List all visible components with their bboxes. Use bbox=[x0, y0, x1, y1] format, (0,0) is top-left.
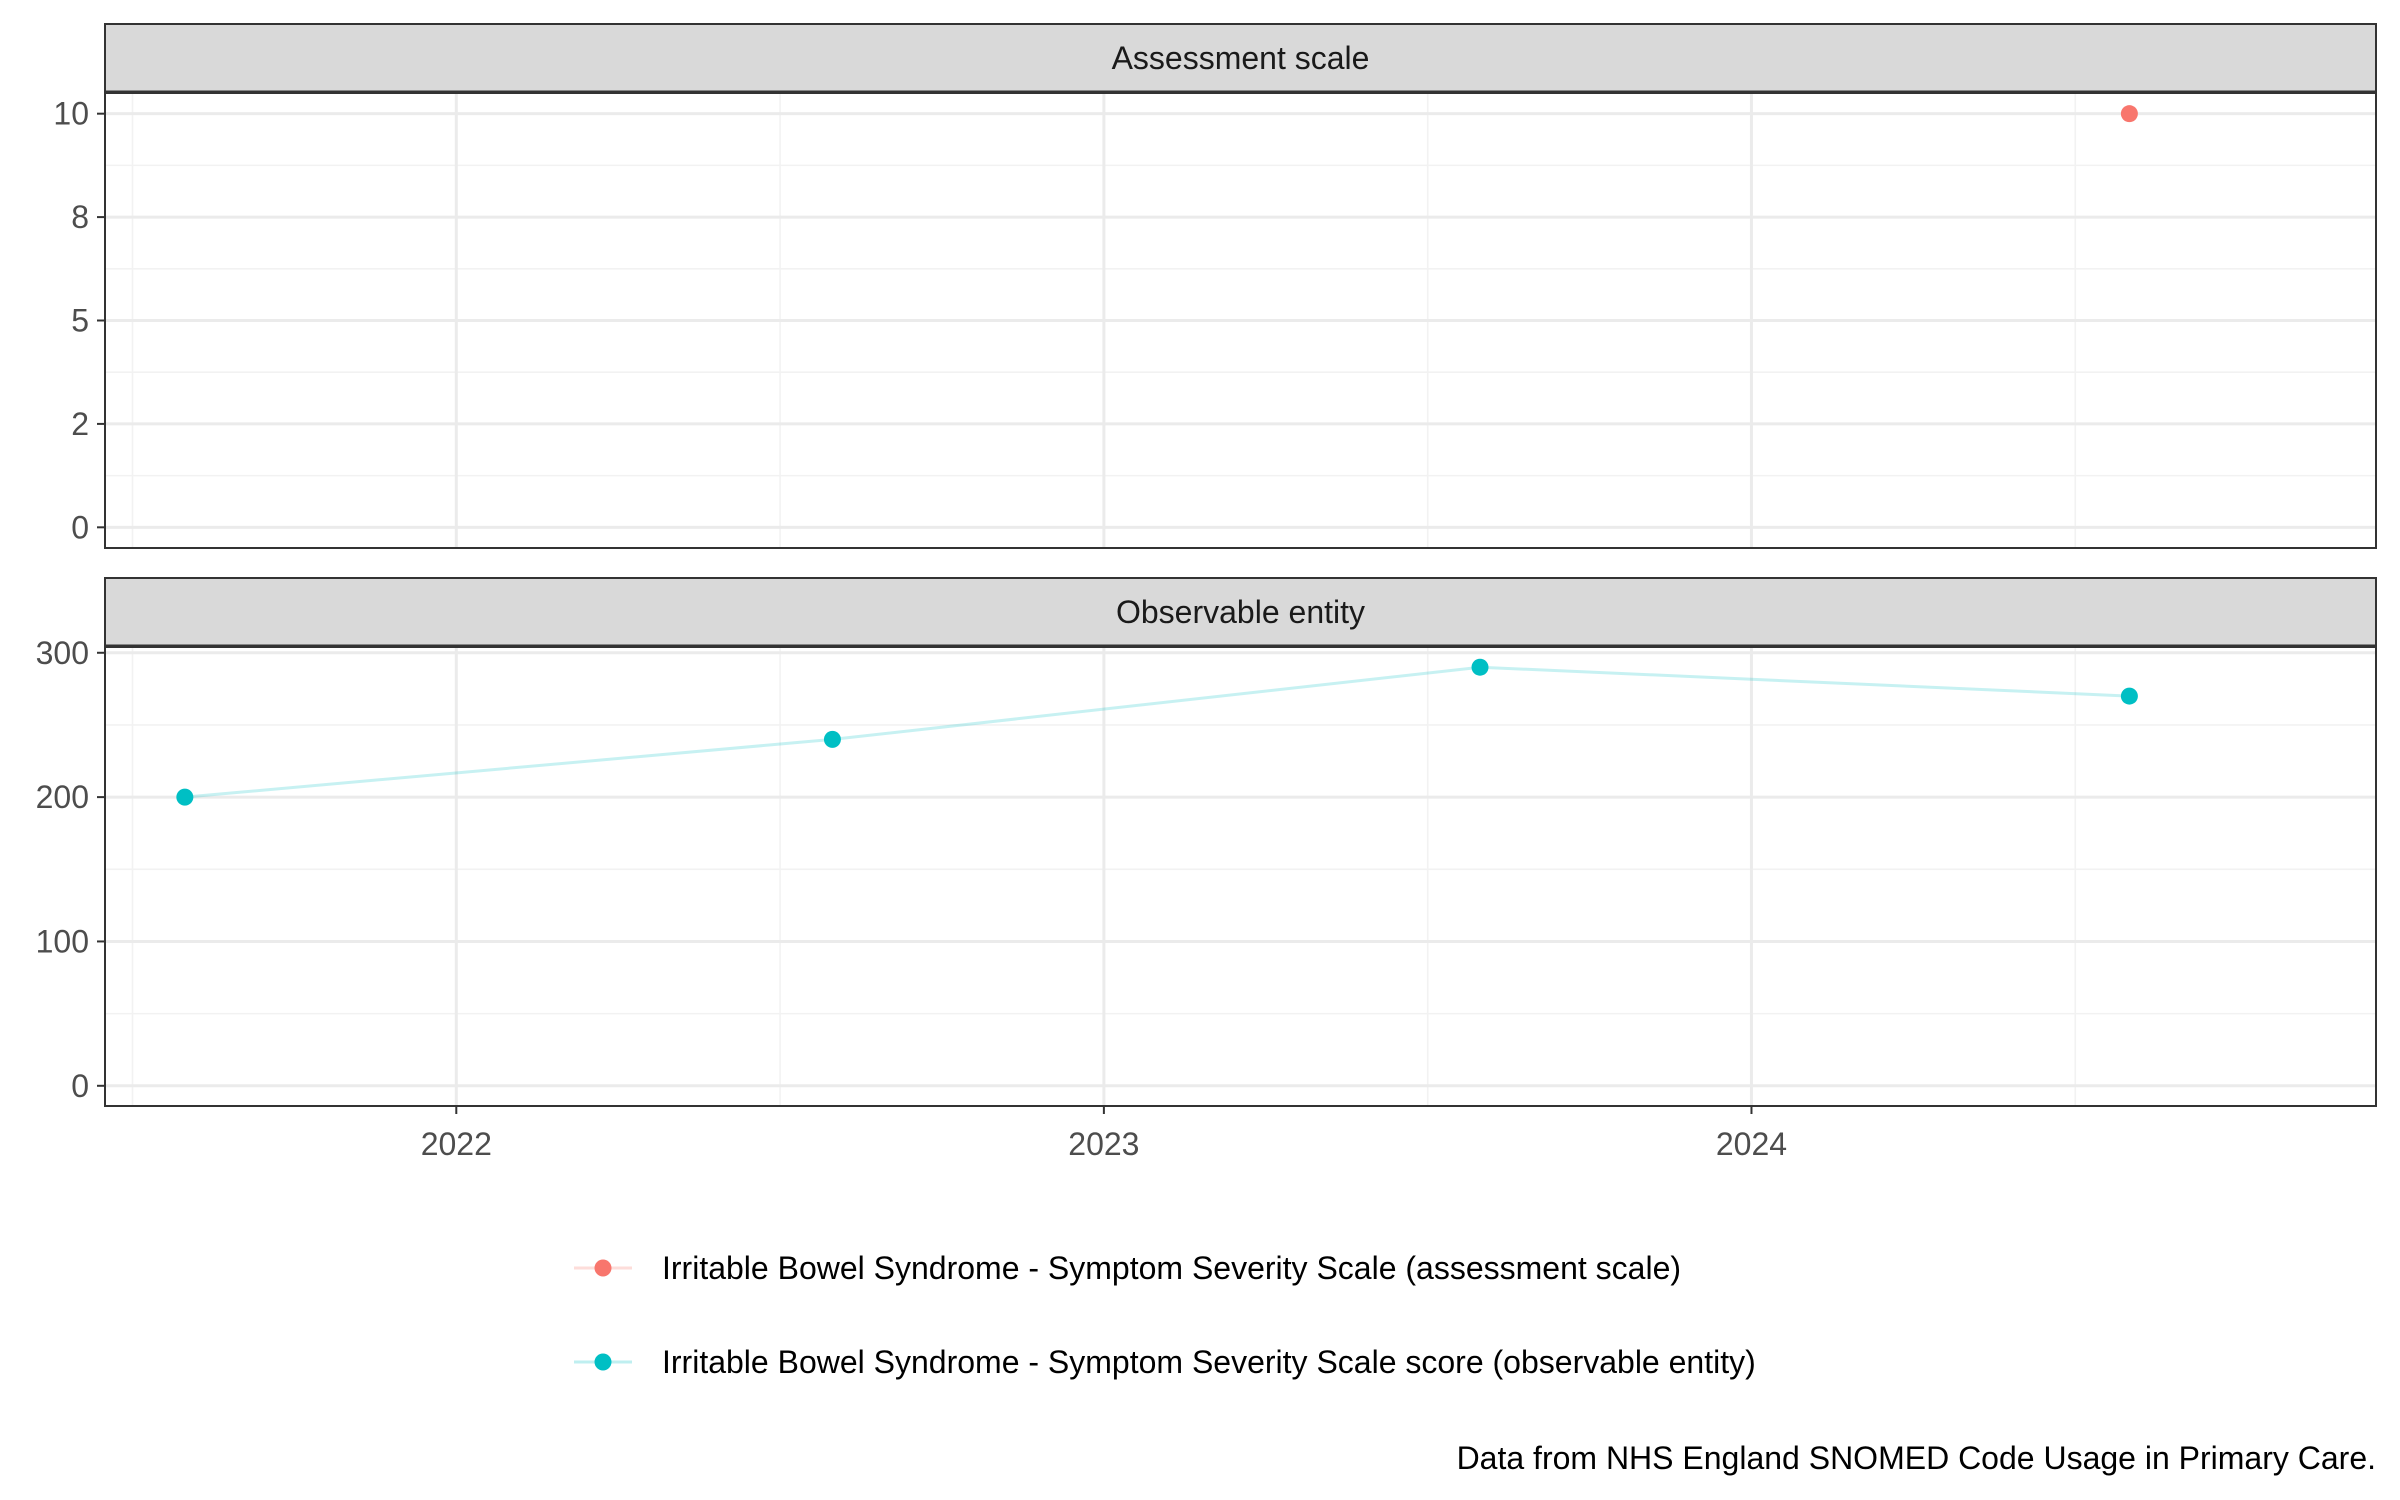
legend-label: Irritable Bowel Syndrome - Symptom Sever… bbox=[662, 1250, 1681, 1286]
legend-key-point bbox=[594, 1259, 612, 1277]
data-point bbox=[823, 730, 841, 748]
legend-key-point bbox=[594, 1353, 612, 1371]
strip-label: Observable entity bbox=[1116, 594, 1365, 630]
strip-background bbox=[104, 23, 2377, 93]
data-point bbox=[176, 788, 194, 806]
data-point bbox=[2120, 105, 2138, 123]
series-1-0 bbox=[176, 658, 2138, 806]
strip-label: Assessment scale bbox=[1112, 40, 1370, 76]
x-tick-label: 2023 bbox=[1068, 1126, 1139, 1162]
x-tick-label: 2022 bbox=[421, 1126, 492, 1162]
legend-item: Irritable Bowel Syndrome - Symptom Sever… bbox=[574, 1250, 1681, 1286]
y-tick-label: 300 bbox=[36, 635, 89, 671]
x-axis: 2022 2023 2024 bbox=[421, 1106, 1787, 1162]
legend-item: Irritable Bowel Syndrome - Symptom Sever… bbox=[574, 1344, 1756, 1380]
legend: Irritable Bowel Syndrome - Symptom Sever… bbox=[574, 1250, 1756, 1380]
y-tick-label: 0 bbox=[71, 509, 89, 545]
panels: 0 2 5 8 10 Assessment scale 0 100 200 300 Observab… bbox=[36, 23, 2377, 1107]
y-tick-label: 8 bbox=[71, 199, 89, 235]
data-point bbox=[1471, 658, 1489, 676]
y-tick-label: 0 bbox=[71, 1068, 89, 1104]
x-tick-label: 2024 bbox=[1716, 1126, 1787, 1162]
series-line bbox=[184, 665, 2130, 799]
panel-border bbox=[104, 646, 2377, 1107]
y-tick-label: 2 bbox=[71, 406, 89, 442]
y-tick-label: 200 bbox=[36, 779, 89, 815]
panel-0: 0 2 5 8 10 Assessment scale bbox=[53, 23, 2377, 549]
y-tick-label: 100 bbox=[36, 923, 89, 959]
panel-1: 0 100 200 300 Observable entity bbox=[36, 577, 2377, 1107]
y-tick-label: 5 bbox=[71, 303, 89, 339]
y-tick-label: 10 bbox=[53, 96, 89, 132]
data-point bbox=[2120, 687, 2138, 705]
series-0-0 bbox=[2120, 105, 2138, 123]
legend-label: Irritable Bowel Syndrome - Symptom Sever… bbox=[662, 1344, 1756, 1380]
chart-caption: Data from NHS England SNOMED Code Usage … bbox=[1457, 1440, 2376, 1476]
strip-background bbox=[104, 577, 2377, 647]
